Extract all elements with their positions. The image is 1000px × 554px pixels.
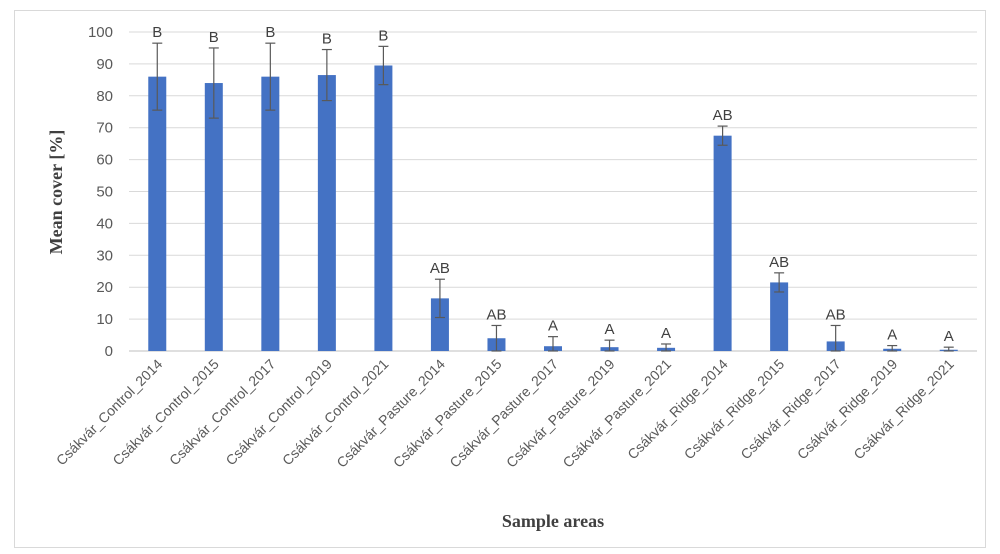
- significance-label: B: [209, 29, 219, 46]
- error-bar: [434, 278, 445, 319]
- gridlines: [129, 31, 977, 352]
- significance-label: B: [265, 24, 275, 41]
- significance-label: A: [548, 318, 558, 335]
- x-tick-label: Csákvár_Ridge_2021: [850, 356, 957, 463]
- bars: [148, 65, 958, 352]
- bar: [261, 76, 280, 351]
- y-tick-label: 0: [105, 343, 113, 360]
- x-tick-label: Csákvár_Control_2021: [279, 356, 392, 469]
- significance-label: AB: [769, 254, 789, 271]
- x-tick-label: Csákvár_Pasture_2015: [390, 356, 505, 471]
- significance-label: AB: [826, 306, 846, 323]
- x-tick-label: Csákvár_Control_2019: [222, 356, 335, 469]
- error-bar: [152, 42, 163, 111]
- x-axis-title: Sample areas: [502, 511, 604, 531]
- x-tick-label: Csákvár_Pasture_2017: [446, 356, 561, 471]
- significance-label: AB: [486, 306, 506, 323]
- x-tick-label: Csákvár_Pasture_2014: [333, 356, 448, 471]
- significance-label: AB: [713, 107, 733, 124]
- error-bar: [378, 45, 389, 86]
- error-bar: [830, 324, 841, 352]
- bar: [430, 298, 449, 351]
- y-tick-label: 70: [96, 120, 113, 137]
- significance-label: B: [378, 27, 388, 44]
- significance-label: A: [661, 325, 671, 342]
- y-tick-label: 10: [96, 311, 113, 328]
- error-bars: [152, 42, 954, 352]
- bar: [148, 76, 167, 351]
- x-tick-label: Csákvár_Pasture_2021: [559, 356, 674, 471]
- error-bar: [548, 336, 558, 352]
- y-tick-label: 60: [96, 152, 113, 169]
- x-tick-label: Csákvár_Control_2017: [166, 356, 279, 469]
- significance-label: AB: [430, 260, 450, 277]
- y-axis-title: Mean cover [%]: [46, 130, 66, 255]
- y-tick-label: 50: [96, 184, 113, 201]
- error-bar: [774, 272, 785, 293]
- error-bar: [943, 346, 954, 352]
- bar: [204, 83, 223, 351]
- x-tick-label: Csákvár_Ridge_2017: [737, 356, 844, 463]
- y-tick-labels: 0 10 20 30 40 50 60 70 80 90 100: [88, 24, 113, 360]
- x-tick-label: Csákvár_Ridge_2014: [624, 356, 731, 463]
- y-tick-label: 40: [96, 215, 113, 232]
- error-bar: [887, 344, 898, 352]
- significance-label: B: [322, 31, 332, 48]
- error-bar: [491, 324, 502, 352]
- chart-frame: [14, 10, 986, 548]
- significance-label: B: [152, 24, 162, 41]
- bar: [317, 75, 336, 351]
- y-tick-label: 30: [96, 247, 113, 264]
- significance-label: A: [944, 328, 954, 345]
- y-tick-label: 90: [96, 56, 113, 73]
- significance-label: A: [887, 327, 897, 344]
- x-tick-label: Csákvár_Ridge_2015: [681, 356, 788, 463]
- x-tick-label: Csákvár_Ridge_2019: [794, 356, 901, 463]
- significance-labels: B B B B B AB AB A A A AB AB AB A A: [152, 24, 953, 345]
- bar: [374, 65, 393, 352]
- bar: [713, 135, 732, 351]
- error-bar: [208, 47, 219, 119]
- bar: [770, 282, 789, 351]
- x-tick-label: Csákvár_Control_2015: [109, 356, 222, 469]
- x-tick-label: Csákvár_Control_2014: [53, 356, 166, 469]
- error-bar: [321, 48, 332, 102]
- significance-label: A: [605, 321, 615, 338]
- y-tick-label: 100: [88, 24, 113, 41]
- error-bar: [265, 42, 276, 111]
- error-bar: [604, 339, 615, 352]
- error-bar: [661, 343, 672, 352]
- x-tick-labels: Csákvár_Control_2014Csákvár_Control_2015…: [53, 356, 957, 471]
- error-bar: [717, 125, 728, 146]
- y-tick-label: 80: [96, 88, 113, 105]
- y-tick-label: 20: [96, 279, 113, 296]
- x-tick-label: Csákvár_Pasture_2019: [503, 356, 618, 471]
